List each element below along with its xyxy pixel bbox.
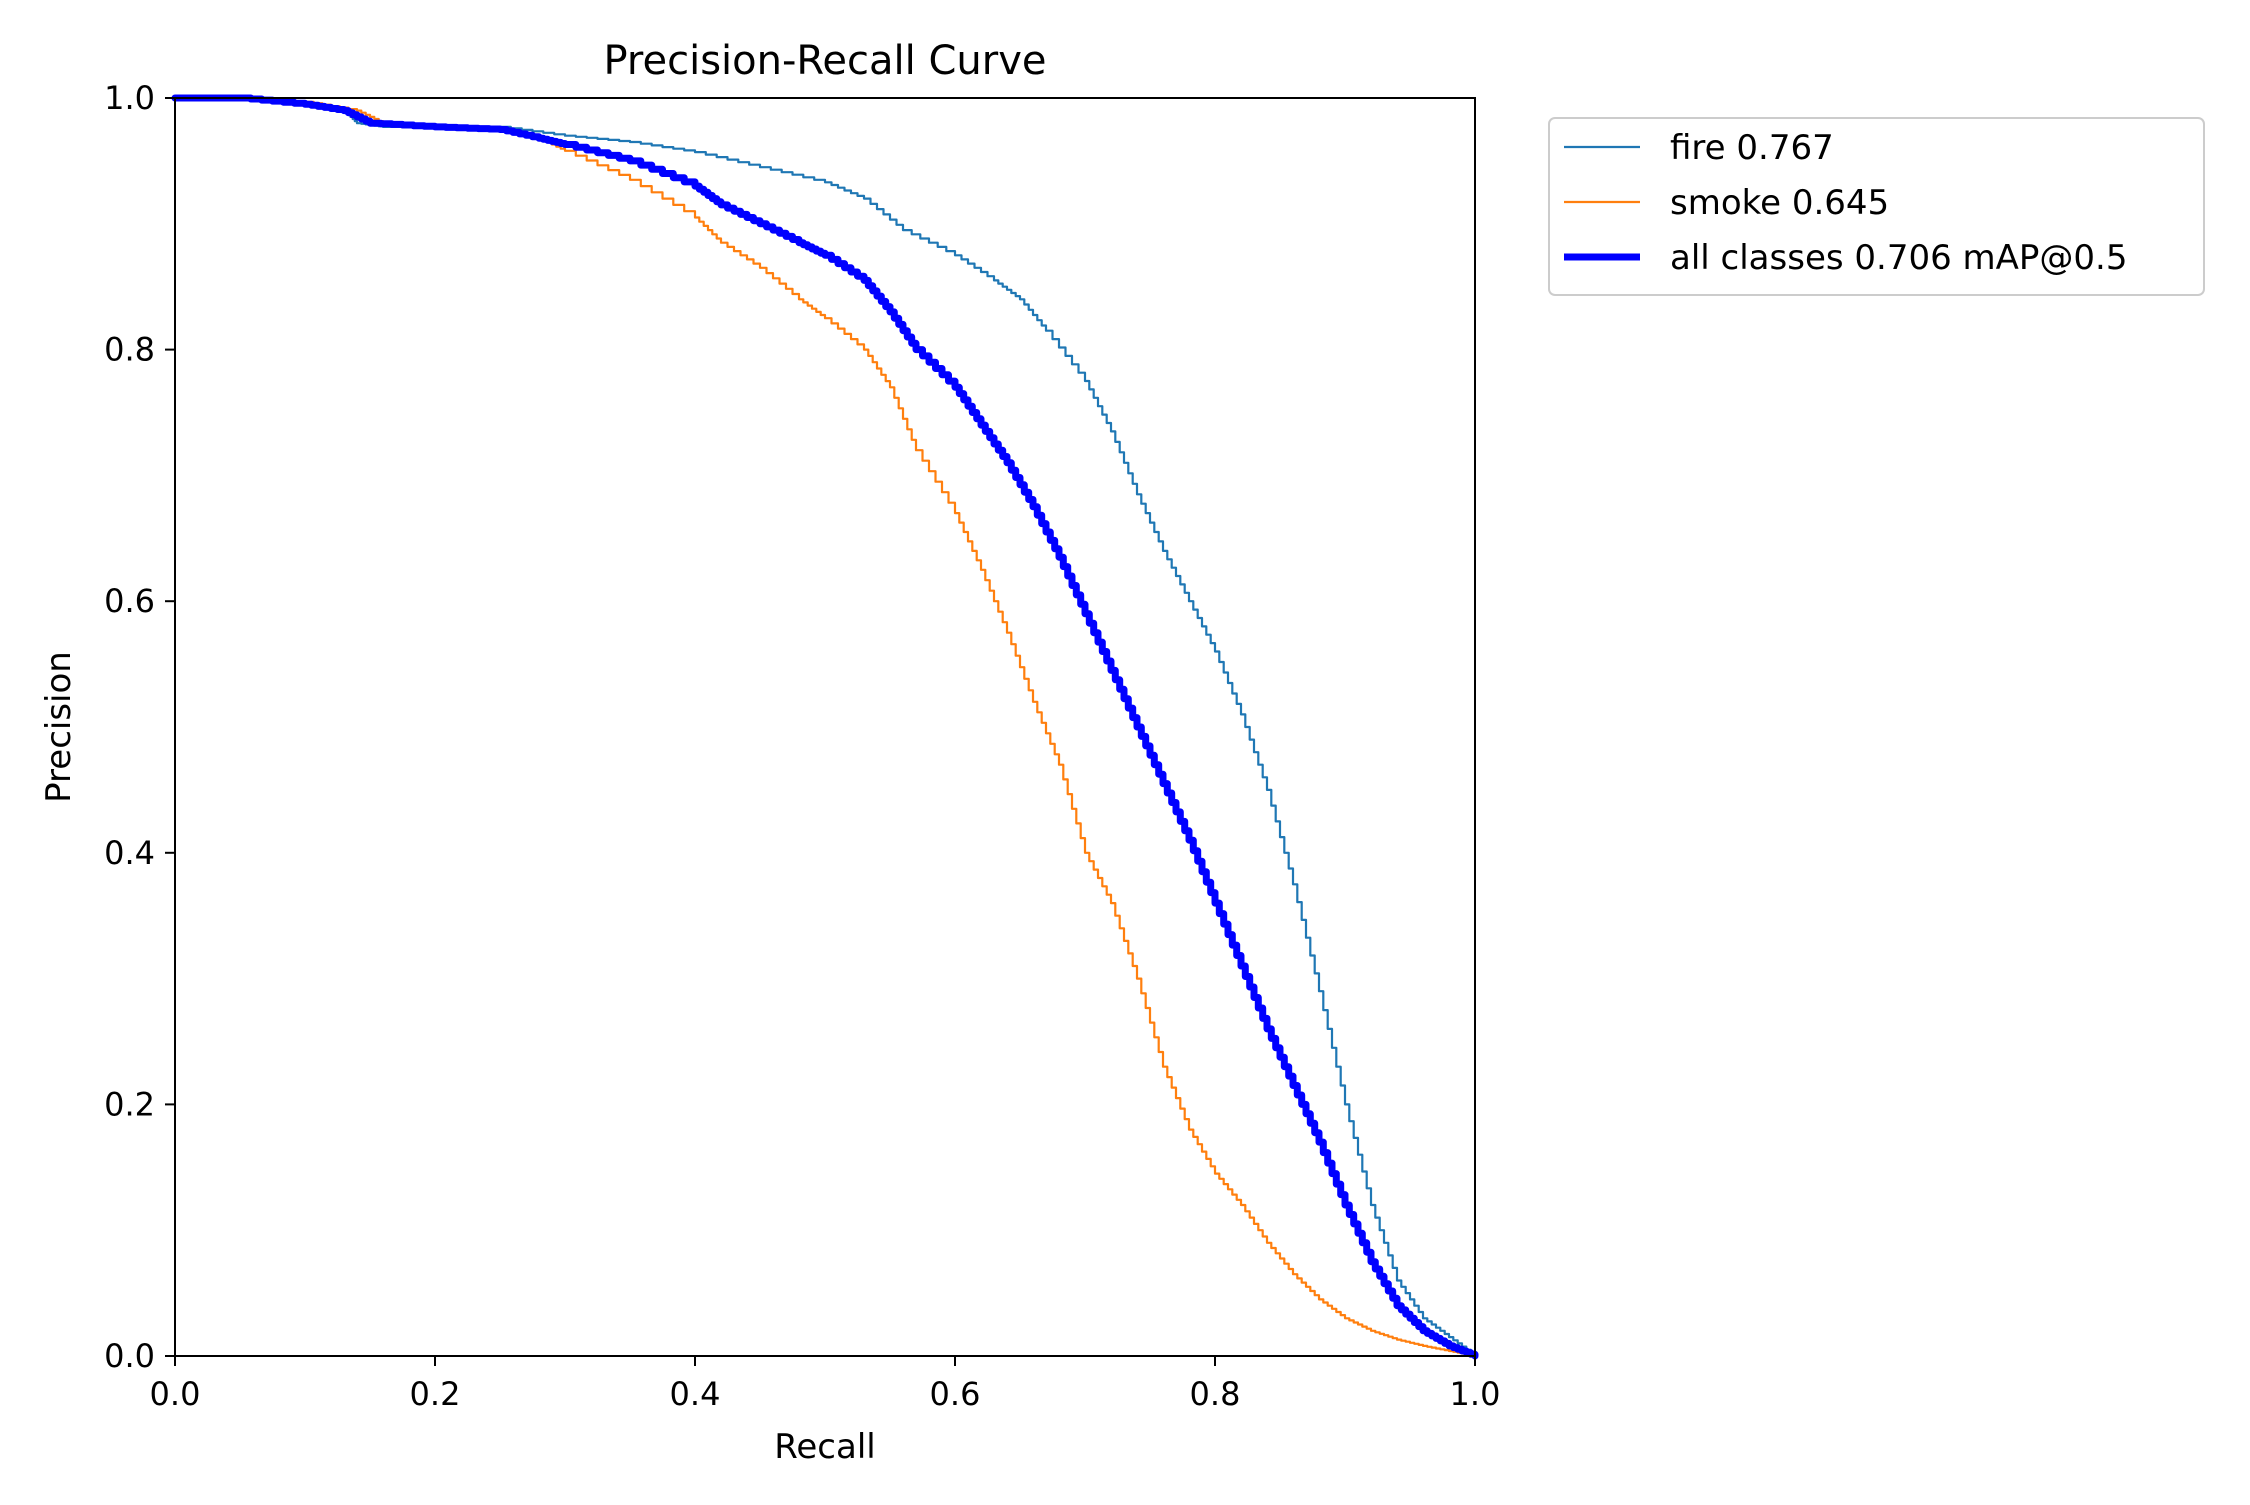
y-axis-label: Precision (39, 651, 79, 803)
legend: fire 0.767 smoke 0.645 all classes 0.706 m… (1548, 117, 2205, 296)
legend-entries: fire 0.767 smoke 0.645 all classes 0.706 m… (1564, 128, 2127, 278)
series-line-2 (171, 94, 1479, 1360)
y-tick-label: 0.0 (104, 1337, 155, 1375)
legend-label-2: all classes 0.706 mAP@0.5 (1670, 238, 2127, 278)
x-axis: 0.0 0.2 0.4 0.6 0.8 1.0 (150, 1356, 1501, 1413)
legend-label-0: fire 0.767 (1670, 128, 1834, 168)
y-tick-label: 0.6 (104, 582, 155, 620)
x-tick-label: 0.6 (930, 1375, 981, 1413)
x-tick-label: 1.0 (1450, 1375, 1501, 1413)
y-axis: 0.0 0.2 0.4 0.6 0.8 1.0 (104, 79, 175, 1375)
legend-frame (1548, 117, 2205, 296)
y-tick-label: 0.4 (104, 834, 155, 872)
x-tick-label: 0.8 (1190, 1375, 1241, 1413)
plot-background (175, 98, 1475, 1356)
y-tick-label: 0.8 (104, 331, 155, 369)
x-tick-label: 0.2 (410, 1375, 461, 1413)
chart-title: Precision-Recall Curve (604, 38, 1047, 84)
x-tick-label: 0.4 (670, 1375, 721, 1413)
x-axis-label: Recall (774, 1427, 875, 1467)
plot-frame (174, 97, 1476, 1357)
series-layer (171, 94, 1479, 1360)
x-tick-label: 0.0 (150, 1375, 201, 1413)
y-tick-label: 1.0 (104, 79, 155, 117)
legend-label-1: smoke 0.645 (1670, 183, 1889, 223)
y-tick-label: 0.2 (104, 1085, 155, 1123)
